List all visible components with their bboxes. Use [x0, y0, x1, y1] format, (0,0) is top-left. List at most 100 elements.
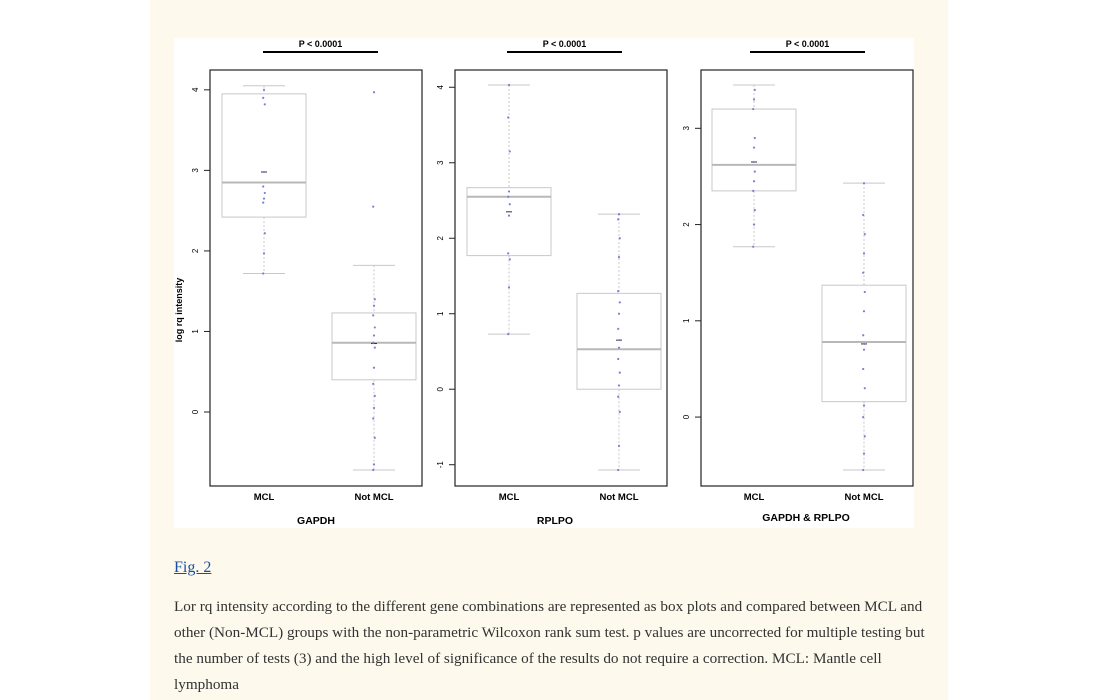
data-point: [372, 468, 375, 472]
data-point: [507, 195, 510, 198]
data-point: [372, 341, 375, 344]
data-point: [862, 334, 865, 337]
data-point: [863, 233, 866, 236]
data-point: [863, 435, 866, 438]
y-tick-label: 2: [191, 248, 200, 253]
y-tick-label: 0: [191, 409, 200, 414]
y-tick-label: 2: [436, 235, 445, 240]
data-point: [617, 312, 621, 315]
data-point: [262, 88, 266, 91]
data-point: [618, 410, 621, 413]
data-point: [617, 289, 620, 293]
data-point: [862, 367, 865, 371]
box-not-mcl: [576, 212, 662, 472]
x-category-label: MCL: [499, 492, 520, 503]
data-point: [262, 170, 266, 174]
iqr-box: [331, 312, 417, 381]
y-tick-label: 1: [191, 329, 200, 334]
data-point: [863, 290, 866, 294]
data-point: [373, 346, 376, 349]
data-point: [263, 191, 266, 195]
y-tick-label: 4: [436, 84, 445, 89]
data-point: [862, 452, 866, 455]
data-point: [262, 185, 265, 188]
data-point: [617, 395, 620, 398]
figure-image: P < 0.0001 0 1 2 3 4 log rq intensity MCL Not MC…: [174, 38, 914, 528]
iqr-box: [821, 284, 907, 403]
data-point: [372, 382, 375, 385]
data-point: [862, 415, 865, 419]
data-point: [372, 366, 376, 369]
data-point: [618, 237, 621, 240]
box-not-mcl: [821, 182, 907, 472]
significance-label: P < 0.0001: [299, 39, 343, 49]
box-plot-figure: P < 0.0001 0 1 2 3 4 log rq intensity MCL Not MC…: [174, 39, 914, 527]
data-point: [372, 314, 375, 317]
box-mcl: [221, 85, 307, 275]
data-point: [508, 258, 511, 261]
significance-label: P < 0.0001: [786, 39, 830, 49]
data-point: [863, 387, 866, 390]
y-tick-label: 1: [436, 311, 445, 316]
plot-frame: [700, 69, 914, 487]
y-tick-label: -1: [436, 461, 445, 469]
data-point: [617, 468, 620, 472]
data-point: [752, 98, 756, 101]
panel-title: GAPDH & RPLPO: [762, 512, 850, 524]
data-point: [372, 417, 375, 420]
data-point: [753, 136, 756, 140]
y-tick-label: 1: [682, 318, 691, 323]
x-category-label: MCL: [744, 492, 765, 503]
data-point: [372, 304, 376, 307]
data-point: [373, 394, 376, 397]
data-point: [618, 339, 621, 342]
data-point: [373, 298, 376, 301]
data-point: [753, 209, 756, 212]
data-point: [507, 116, 510, 119]
data-point: [372, 334, 376, 337]
data-point: [862, 213, 865, 217]
data-point: [507, 286, 511, 289]
data-point: [617, 218, 620, 221]
y-tick-label: 4: [191, 87, 200, 92]
data-point: [262, 96, 265, 99]
y-tick-label: 3: [191, 168, 200, 173]
y-tick-label: 2: [682, 222, 691, 227]
data-point: [507, 83, 511, 87]
data-point: [508, 203, 511, 206]
panel-title: RPLPO: [537, 515, 573, 527]
significance-label: P < 0.0001: [543, 39, 587, 49]
figure-link[interactable]: Fig. 2: [174, 559, 212, 576]
data-point: [617, 327, 620, 330]
iqr-box: [711, 108, 797, 192]
iqr-box: [576, 292, 662, 390]
x-category-label: Not MCL: [599, 492, 638, 503]
data-point: [507, 252, 510, 255]
data-point: [618, 371, 621, 374]
data-point: [372, 406, 376, 410]
data-point: [862, 271, 865, 274]
data-point: [262, 252, 266, 255]
data-point: [617, 256, 621, 259]
data-point: [507, 214, 511, 217]
iqr-box: [221, 93, 307, 218]
data-point: [862, 182, 866, 185]
x-category-label: MCL: [254, 492, 275, 503]
y-tick-label: 3: [682, 126, 691, 131]
data-point: [862, 310, 866, 313]
chart-panel: P < 0.0001 -1 0 1 2 3 4 MCL Not MCL RPLPO: [436, 39, 668, 527]
data-point: [752, 245, 755, 248]
chart-panel: P < 0.0001 0 1 2 3 4 log rq intensity MCL Not MC…: [174, 39, 423, 527]
data-point: [372, 463, 376, 466]
data-point: [507, 190, 511, 193]
iqr-box: [466, 187, 552, 257]
y-tick-label: 0: [436, 386, 445, 391]
x-category-label: Not MCL: [844, 492, 883, 503]
data-point: [507, 333, 510, 336]
data-point: [752, 146, 756, 149]
box-mcl: [466, 83, 552, 336]
box-not-mcl: [331, 91, 417, 472]
data-point: [373, 436, 376, 439]
data-point: [617, 212, 621, 216]
data-point: [752, 160, 755, 164]
